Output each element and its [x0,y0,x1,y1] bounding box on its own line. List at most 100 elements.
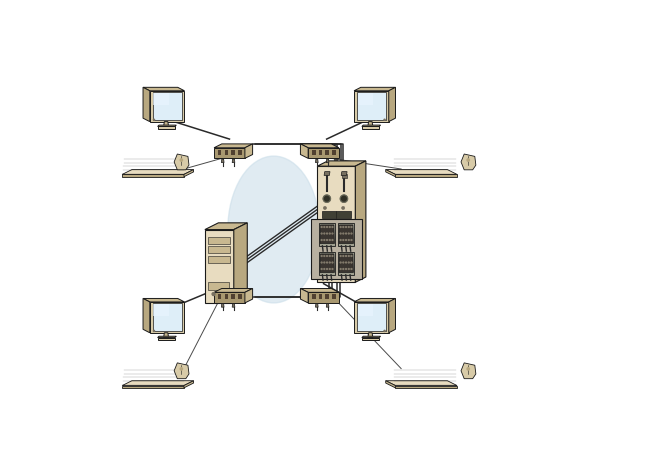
Ellipse shape [362,224,364,225]
Polygon shape [245,144,253,158]
Polygon shape [357,93,373,105]
Polygon shape [339,225,353,243]
Ellipse shape [362,264,364,265]
Polygon shape [320,225,334,243]
Ellipse shape [326,233,327,234]
Polygon shape [315,159,318,162]
Ellipse shape [360,240,362,241]
Polygon shape [150,302,185,333]
Polygon shape [300,289,339,292]
Ellipse shape [360,248,362,249]
Polygon shape [354,87,396,91]
Ellipse shape [340,195,348,203]
Ellipse shape [153,119,155,120]
Polygon shape [300,289,308,303]
Bar [311,218,362,279]
Polygon shape [320,254,334,273]
Polygon shape [245,289,253,303]
Polygon shape [357,303,386,331]
Ellipse shape [362,216,364,217]
Ellipse shape [360,224,362,225]
Polygon shape [143,87,185,91]
Bar [332,295,336,299]
Ellipse shape [329,256,330,257]
Ellipse shape [358,191,360,192]
Polygon shape [205,223,247,230]
Ellipse shape [357,248,358,249]
Polygon shape [368,122,373,127]
Polygon shape [339,254,353,273]
Polygon shape [214,144,253,148]
Ellipse shape [228,156,319,303]
Polygon shape [157,125,176,127]
Bar [332,150,336,155]
Ellipse shape [358,207,360,208]
Ellipse shape [358,264,360,265]
Bar [319,223,335,246]
Polygon shape [221,304,224,307]
Ellipse shape [212,292,215,296]
Ellipse shape [384,330,385,331]
Ellipse shape [351,256,352,257]
Ellipse shape [467,159,470,161]
Bar [338,223,354,246]
Ellipse shape [357,264,358,265]
Ellipse shape [358,256,360,257]
Ellipse shape [324,233,325,234]
Ellipse shape [358,232,360,233]
Polygon shape [122,381,193,386]
Ellipse shape [348,262,349,263]
Ellipse shape [340,262,341,263]
Bar [225,150,229,155]
Ellipse shape [342,196,346,201]
Ellipse shape [329,240,330,241]
Ellipse shape [326,256,327,257]
Bar [322,211,351,218]
Polygon shape [389,87,396,122]
Ellipse shape [321,240,322,241]
Polygon shape [122,386,184,388]
Polygon shape [153,92,182,120]
Polygon shape [174,363,189,379]
Polygon shape [157,338,175,340]
Bar [319,295,323,299]
Ellipse shape [362,240,364,241]
Ellipse shape [340,233,341,234]
Ellipse shape [342,207,345,210]
Ellipse shape [345,240,347,241]
Ellipse shape [321,256,322,257]
Ellipse shape [360,199,362,201]
Polygon shape [362,125,381,127]
Ellipse shape [362,232,364,233]
Bar [208,246,230,253]
Ellipse shape [360,232,362,233]
Ellipse shape [357,256,358,257]
Ellipse shape [360,207,362,208]
Ellipse shape [340,240,341,241]
Polygon shape [205,230,234,303]
Polygon shape [174,154,189,170]
Ellipse shape [345,233,347,234]
Polygon shape [461,154,476,170]
Polygon shape [317,161,366,166]
Ellipse shape [329,233,330,234]
Ellipse shape [348,233,349,234]
Polygon shape [354,91,389,122]
Polygon shape [157,127,175,129]
Ellipse shape [358,240,360,241]
Bar [208,237,230,244]
Bar [231,150,235,155]
Bar [325,150,329,155]
Ellipse shape [357,199,358,201]
Bar [208,256,230,263]
Bar [312,295,315,299]
Polygon shape [184,169,193,177]
Polygon shape [164,333,168,338]
Ellipse shape [323,207,326,210]
Ellipse shape [180,368,183,370]
Ellipse shape [180,159,183,161]
Ellipse shape [467,368,470,370]
Bar [225,295,229,299]
Ellipse shape [357,216,358,217]
Ellipse shape [332,240,333,241]
